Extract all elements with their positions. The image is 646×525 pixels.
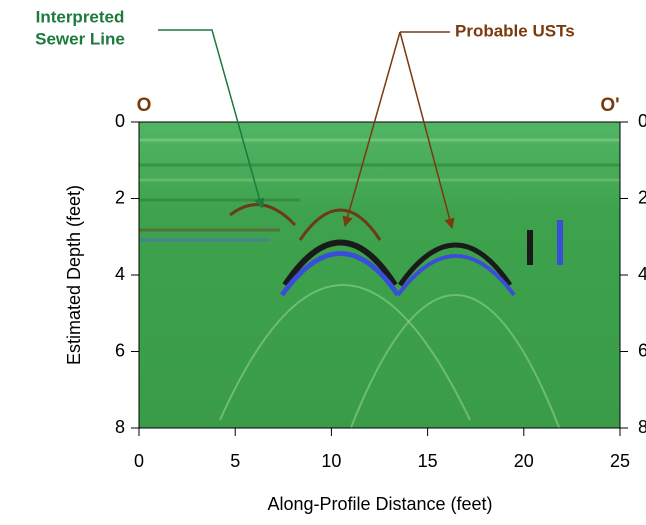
- radargram-image: [139, 122, 620, 428]
- y2-tick-label: 0: [638, 111, 646, 131]
- y-tick-label: 6: [115, 340, 125, 360]
- annotation-arrow: [342, 31, 401, 228]
- annotation: Sewer Line: [35, 29, 125, 48]
- annotation-arrow: [399, 31, 455, 230]
- y-axis-label: Estimated Depth (feet): [64, 185, 84, 365]
- y2-tick-label: 2: [638, 187, 646, 207]
- x-tick-label: 15: [418, 451, 438, 471]
- annotation: Interpreted: [36, 7, 125, 26]
- y-tick-label: 4: [115, 264, 125, 284]
- profile-end: O': [600, 95, 619, 116]
- y-tick-label: 0: [115, 111, 125, 131]
- annotation: Probable USTs: [455, 21, 575, 40]
- y2-tick-label: 6: [638, 340, 646, 360]
- y2-tick-label: 8: [638, 417, 646, 437]
- x-tick-label: 25: [610, 451, 630, 471]
- x-tick-label: 20: [514, 451, 534, 471]
- profile-start: O: [137, 95, 152, 116]
- x-tick-label: 0: [134, 451, 144, 471]
- x-axis-label: Along-Profile Distance (feet): [267, 494, 492, 514]
- y-tick-label: 8: [115, 417, 125, 437]
- annotation-arrow: [158, 29, 265, 210]
- y-tick-label: 2: [115, 187, 125, 207]
- x-tick-label: 10: [321, 451, 341, 471]
- x-tick-label: 5: [230, 451, 240, 471]
- y2-tick-label: 4: [638, 264, 646, 284]
